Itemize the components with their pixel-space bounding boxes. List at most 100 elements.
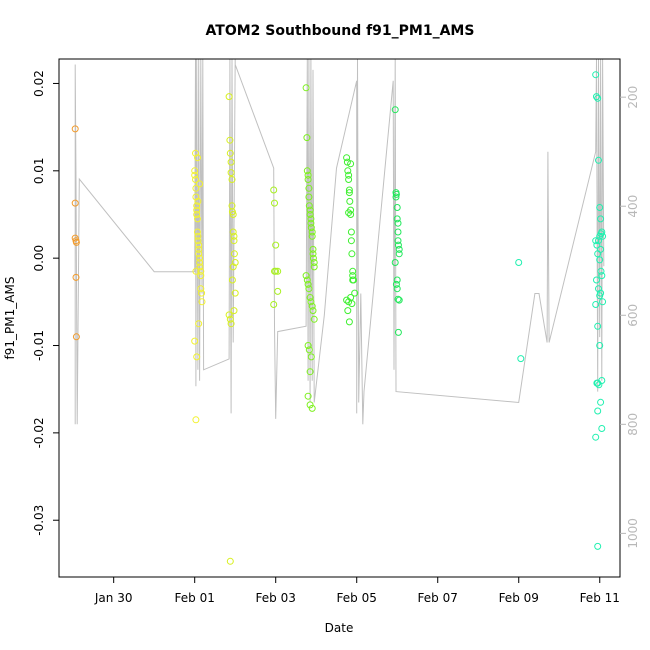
data-point [395,296,403,304]
chart-title: ATOM2 Southbound f91_PM1_AMS [206,23,475,39]
y2-tick-label: 400 [626,195,640,218]
data-point [345,318,353,326]
data-point [306,368,314,376]
data-point [191,171,199,179]
data-point [71,125,79,133]
data-point [303,276,311,284]
data-point [192,149,199,157]
data-point [395,250,403,258]
data-point [310,263,318,271]
data-point [346,197,354,205]
data-point [192,176,199,183]
data-point [195,245,203,253]
data-point [191,337,199,345]
data-point [345,176,353,183]
data-point [391,106,399,114]
x-axis: Jan 30 Feb 01 Feb 03 Feb 05 Feb 07 Feb 09 Feb … [94,576,620,605]
data-point [231,259,239,266]
data-point [192,416,200,424]
y2-tick-label: 800 [626,413,640,436]
data-point [345,171,353,179]
data-point [194,197,202,205]
data-point [393,204,401,211]
data-point [594,322,602,330]
data-point [393,285,401,293]
data-point [596,292,604,300]
altitude-trace [74,58,605,425]
data-point [196,259,204,266]
data-point [194,228,201,236]
y-tick-label: 0.00 [32,245,46,272]
data-point [197,285,205,293]
data-point [306,211,314,218]
data-point [307,215,315,223]
data-point [305,184,313,192]
data-point [343,154,351,162]
data-point [394,237,402,245]
data-point [343,296,351,304]
data-point [304,392,312,400]
data-point [305,346,313,354]
data-point [344,167,352,175]
data-point [597,245,605,253]
data-point [593,241,601,249]
data-point [272,241,280,249]
data-point [305,202,313,210]
data-point [598,425,606,432]
data-point [307,353,315,361]
data-point [309,245,317,253]
data-point [345,209,353,217]
data-point [193,202,201,210]
data-point [347,160,355,168]
data-point [226,149,234,157]
data-point [229,211,237,218]
data-point [595,285,602,293]
data-point [594,379,602,387]
data-point [193,353,201,361]
data-point [345,189,353,197]
data-point [348,250,356,258]
data-point [592,301,600,308]
data-point [594,542,602,550]
data-point [196,263,204,271]
data-point [193,206,201,214]
data-point [308,228,316,236]
data-point [302,272,310,280]
data-point [348,300,356,308]
data-point [196,254,204,262]
altitude-trace-line [74,58,605,425]
data-point [225,311,233,319]
data-point [270,301,278,308]
data-point [593,93,600,101]
data-point [347,228,355,236]
data-point [227,320,235,328]
data-point [517,355,525,363]
data-point [310,315,318,323]
data-point [271,199,278,207]
data-point [594,407,602,415]
data-point [308,404,316,412]
data-point [309,250,317,258]
data-point [391,259,399,266]
data-point [194,215,201,223]
y-tick-label: -0.03 [32,505,46,536]
data-point [309,254,317,262]
data-point [345,186,353,194]
data-point [192,184,200,192]
data-point [310,259,318,266]
data-point [593,276,600,284]
data-point [595,237,602,245]
x-tick-label: Jan 30 [94,591,133,605]
data-point [72,333,80,341]
x-tick-label: Feb 11 [580,591,620,605]
data-point [349,267,357,275]
data-point [271,267,278,275]
data-point [231,289,239,297]
data-point [347,237,355,245]
data-point [351,289,359,297]
data-point [394,328,402,336]
data-point [226,557,234,565]
data-point [304,171,312,179]
y-tick-label: 0.01 [32,157,46,184]
data-point [229,228,237,236]
